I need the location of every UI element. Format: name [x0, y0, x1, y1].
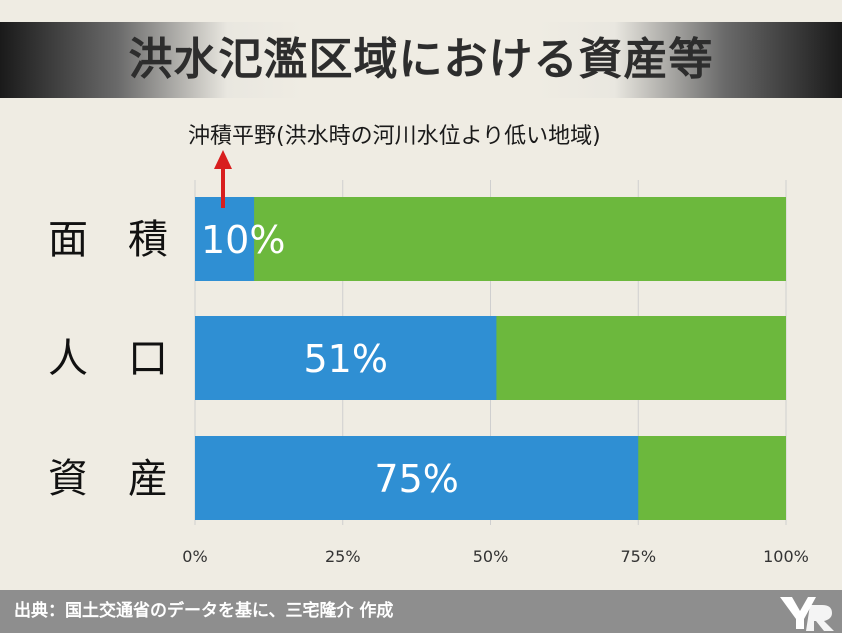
bar-value-2 [195, 436, 639, 520]
annotation-arrow-head [214, 150, 232, 169]
source-credit: 出典：国土交通省のデータを基に、三宅隆介 作成 [14, 601, 394, 621]
bar-value-1 [195, 316, 497, 400]
x-tick-label-1: 25% [325, 547, 361, 566]
title-bar [0, 22, 842, 98]
x-tick-label-0: 0% [182, 547, 207, 566]
footer-bar: 出典：国土交通省のデータを基に、三宅隆介 作成 [0, 590, 842, 633]
bar-remainder-0 [195, 197, 786, 281]
value-label-2: 75% [374, 457, 458, 501]
value-label-0: 10% [201, 218, 285, 262]
bar-value-0 [195, 197, 255, 281]
bar-chart: 面 積 10% 人 口 51% 資 産 75% 0% 25% 50% 75% 100% [48, 150, 809, 566]
x-tick-label-2: 50% [473, 547, 509, 566]
annotation-note: 沖積平野(洪水時の河川水位より低い地域) [188, 124, 601, 149]
category-label-0: 面 積 [48, 217, 168, 263]
value-label-1: 51% [303, 337, 387, 381]
chart-title: 洪水氾濫区域における資産等 [128, 34, 714, 85]
category-label-2: 資 産 [48, 456, 168, 502]
brand-logo-icon [780, 597, 834, 631]
category-label-1: 人 口 [48, 336, 168, 382]
x-tick-label-4: 100% [763, 547, 809, 566]
x-tick-label-3: 75% [620, 547, 656, 566]
